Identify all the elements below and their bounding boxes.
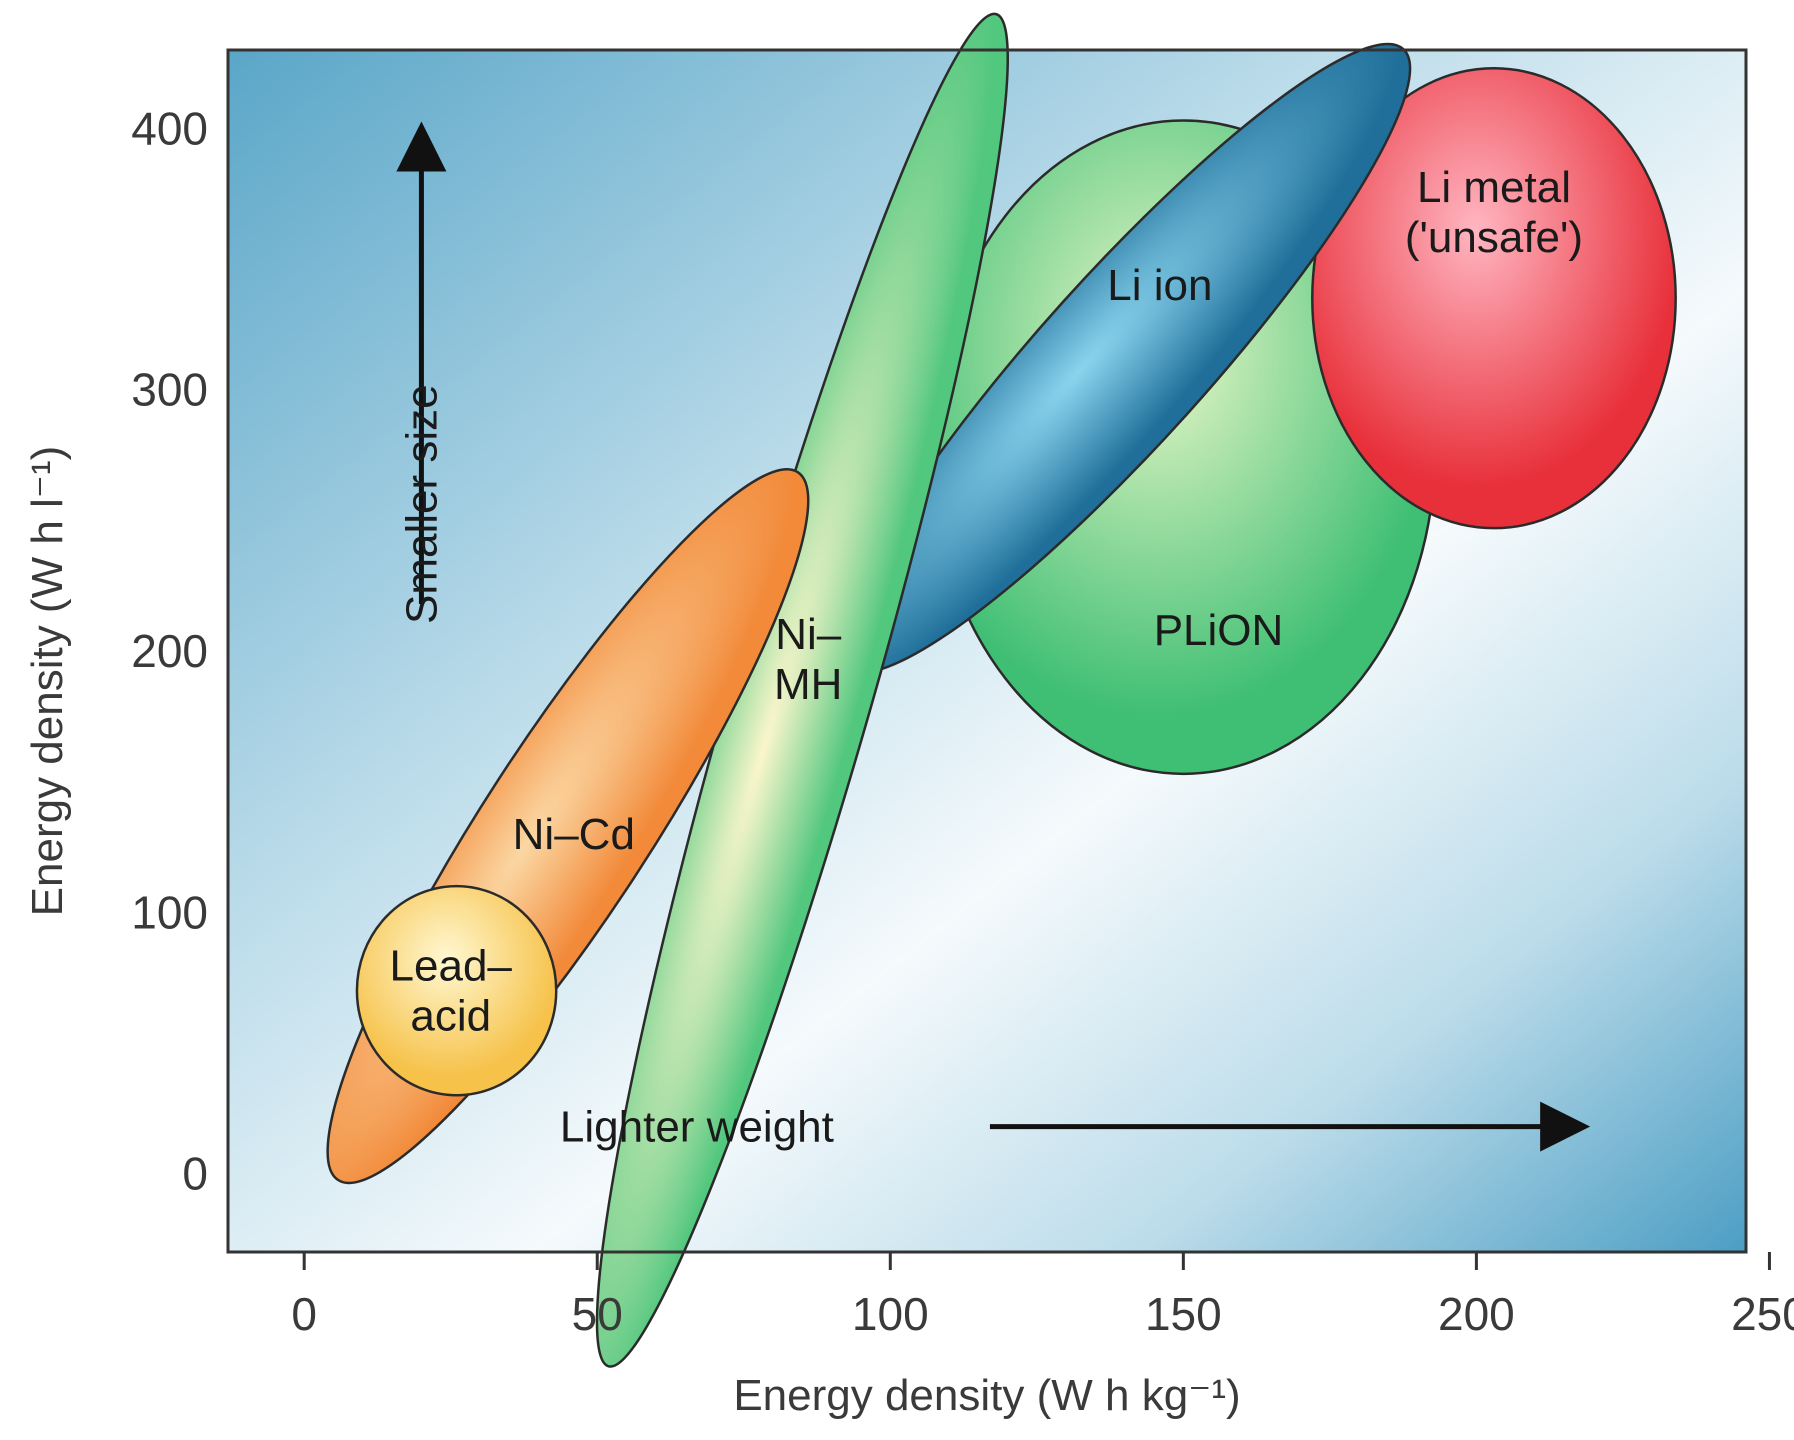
region-label-li-metal: Li metal ('unsafe'): [1405, 163, 1583, 262]
lighter-weight-label: Lighter weight: [560, 1103, 834, 1152]
y-tick-label: 300: [131, 364, 208, 416]
x-axis-title: Energy density (W h kg⁻¹): [733, 1371, 1240, 1420]
x-tick-label: 50: [572, 1288, 623, 1340]
x-tick-label: 200: [1438, 1288, 1515, 1340]
plot-frame: [226, 48, 1748, 1254]
region-li-metal: [1311, 67, 1677, 530]
lighter-weight-annotation: Lighter weight: [560, 1101, 1591, 1152]
y-tick-label: 200: [131, 625, 208, 677]
smaller-size-annotation: Smaller size: [396, 121, 447, 624]
region-label-ni-cd: Ni–Cd: [513, 810, 635, 859]
region-label-ni-mh: Ni– MH: [774, 610, 842, 709]
x-tick-label: 250: [1731, 1288, 1794, 1340]
region-label-li-ion: Li ion: [1107, 261, 1212, 310]
region-labels-layer: PLiON Li metal ('unsafe') Li ion Ni– MH Ni–Cd L…: [390, 163, 1584, 1041]
x-tick-label: 0: [291, 1288, 317, 1340]
x-axis: 0 50 100 150 200 250: [291, 1252, 1794, 1340]
y-tick-label: 400: [131, 102, 208, 154]
region-label-pli-on: PLiON: [1154, 606, 1284, 655]
smaller-size-label: Smaller size: [397, 384, 446, 624]
regions-layer: [326, 12, 1677, 1368]
y-axis-title: Energy density (W h l⁻¹): [23, 446, 72, 917]
region-lead-acid: [355, 884, 558, 1097]
y-axis: 0 100 200 300 400: [131, 102, 208, 1199]
y-tick-label: 100: [131, 886, 208, 938]
region-label-lead-acid: Lead– acid: [390, 942, 513, 1041]
x-tick-label: 150: [1145, 1288, 1222, 1340]
y-tick-label: 0: [182, 1148, 208, 1200]
x-tick-label: 100: [852, 1288, 929, 1340]
